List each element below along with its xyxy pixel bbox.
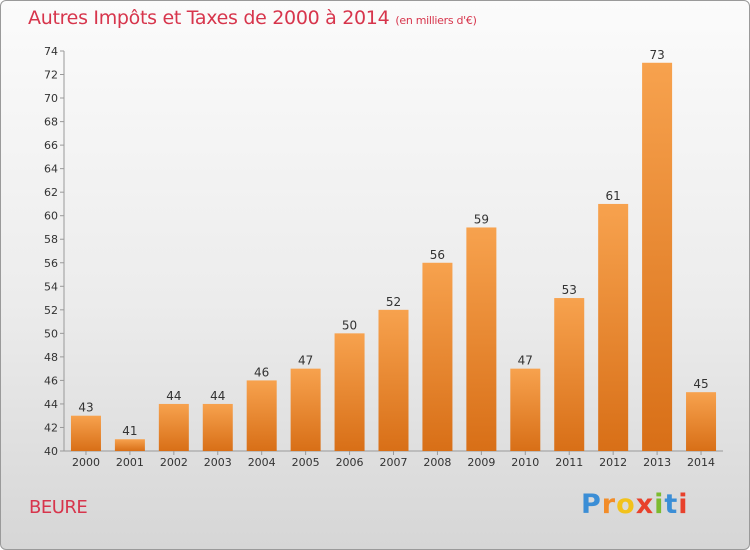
proxiti-logo[interactable]: Proxiti (581, 489, 689, 520)
bar (466, 227, 497, 451)
logo-letter: r (601, 489, 617, 520)
logo-letter: P (581, 489, 602, 520)
logo-letter: x (635, 489, 655, 520)
data-label: 44 (210, 389, 225, 403)
bar (642, 62, 673, 451)
bar (70, 415, 101, 451)
x-tick-label: 2002 (160, 456, 188, 469)
y-tick-label: 40 (44, 445, 58, 458)
data-label: 59 (474, 212, 489, 226)
data-label: 50 (342, 318, 357, 332)
y-tick-label: 52 (44, 304, 58, 317)
bar (422, 262, 453, 451)
y-tick-label: 62 (44, 186, 58, 199)
data-label: 44 (166, 389, 181, 403)
logo-letter: i (678, 489, 689, 520)
y-tick-label: 74 (44, 45, 58, 58)
x-tick-label: 2006 (336, 456, 364, 469)
logo-letter: t (664, 489, 679, 520)
data-label: 61 (606, 189, 621, 203)
chart-title-text: Autres Impôts et Taxes de 2000 à 2014 (28, 7, 390, 29)
commune-name: BEURE (29, 497, 88, 518)
logo-letter: o (616, 489, 636, 520)
x-tick-label: 2005 (292, 456, 320, 469)
x-tick-label: 2012 (599, 456, 627, 469)
bar (114, 439, 145, 451)
y-tick-label: 66 (44, 139, 58, 152)
bar (554, 298, 585, 451)
y-tick-label: 60 (44, 210, 58, 223)
data-label: 45 (693, 377, 708, 391)
y-tick-label: 68 (44, 116, 58, 129)
y-tick-label: 42 (44, 421, 58, 434)
bar (334, 333, 365, 451)
y-tick-label: 64 (44, 163, 58, 176)
x-tick-label: 2008 (423, 456, 451, 469)
y-tick-label: 72 (44, 69, 58, 82)
x-tick-label: 2013 (643, 456, 671, 469)
bar (158, 403, 189, 451)
y-tick-label: 58 (44, 233, 58, 246)
y-tick-label: 48 (44, 351, 58, 364)
x-tick-label: 2014 (687, 456, 715, 469)
data-label: 47 (298, 354, 313, 368)
data-label: 46 (254, 365, 269, 379)
bar (378, 309, 409, 451)
bar (686, 392, 717, 451)
y-tick-label: 46 (44, 374, 58, 387)
x-tick-label: 2007 (380, 456, 408, 469)
y-tick-label: 56 (44, 257, 58, 270)
x-tick-label: 2004 (248, 456, 276, 469)
bar (246, 380, 277, 451)
bar (598, 203, 629, 451)
x-tick-label: 2009 (467, 456, 495, 469)
logo-letter: i (654, 489, 665, 520)
bar (290, 368, 321, 451)
x-tick-label: 2001 (116, 456, 144, 469)
x-tick-label: 2010 (511, 456, 539, 469)
chart-unit: (en milliers d'€) (395, 14, 477, 27)
data-label: 56 (430, 248, 445, 262)
y-tick-label: 70 (44, 92, 58, 105)
data-label: 73 (649, 48, 664, 62)
data-label: 47 (518, 354, 533, 368)
chart-title: Autres Impôts et Taxes de 2000 à 2014 (en… (28, 7, 477, 29)
y-tick-label: 50 (44, 327, 58, 340)
bar (202, 403, 233, 451)
y-tick-label: 44 (44, 398, 58, 411)
data-label: 41 (122, 424, 137, 438)
x-tick-label: 2011 (555, 456, 583, 469)
x-tick-label: 2000 (72, 456, 100, 469)
data-label: 53 (562, 283, 577, 297)
data-label: 43 (78, 401, 93, 415)
x-tick-label: 2003 (204, 456, 232, 469)
y-tick-label: 54 (44, 280, 58, 293)
bar (510, 368, 541, 451)
data-label: 52 (386, 295, 401, 309)
